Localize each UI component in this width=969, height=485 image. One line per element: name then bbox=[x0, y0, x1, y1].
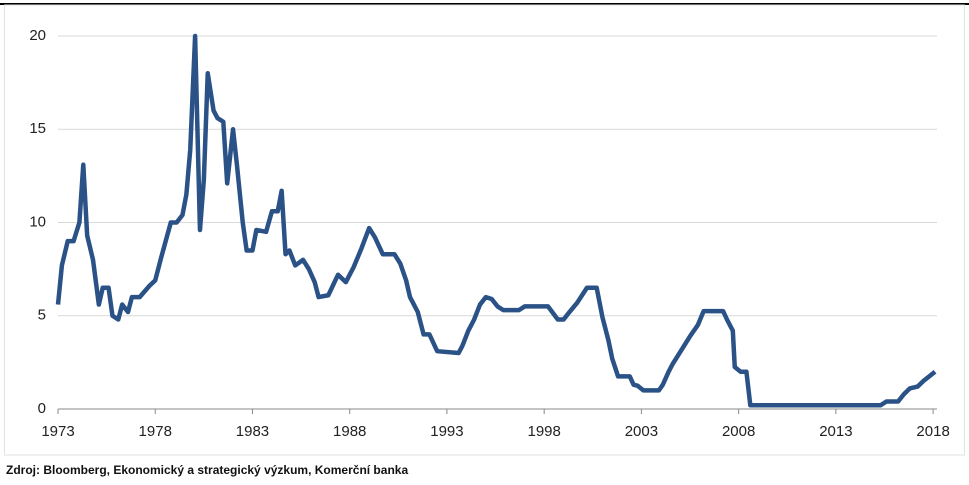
x-tick-label: 1983 bbox=[236, 423, 269, 440]
y-tick-label: 5 bbox=[38, 307, 46, 324]
frame bbox=[4, 4, 965, 456]
x-tick-label: 2018 bbox=[916, 423, 949, 440]
y-tick-label: 15 bbox=[29, 120, 46, 137]
data-line bbox=[55, 33, 937, 408]
source-note: Zdroj: Bloomberg, Ekonomický a strategic… bbox=[6, 463, 408, 477]
x-tick-label: 2003 bbox=[625, 423, 658, 440]
x-tick-label: 2013 bbox=[819, 423, 852, 440]
x-tick-label: 1993 bbox=[430, 423, 463, 440]
x-tick-label: 1988 bbox=[333, 423, 366, 440]
y-tick-label: 10 bbox=[29, 213, 46, 230]
x-tick-label: 2008 bbox=[722, 423, 755, 440]
y-tick-label: 20 bbox=[29, 27, 46, 44]
x-tick-label: 1978 bbox=[139, 423, 172, 440]
y-tick-label: 0 bbox=[38, 400, 46, 417]
x-tick-label: 1973 bbox=[41, 423, 74, 440]
x-tick-label: 1998 bbox=[527, 423, 560, 440]
